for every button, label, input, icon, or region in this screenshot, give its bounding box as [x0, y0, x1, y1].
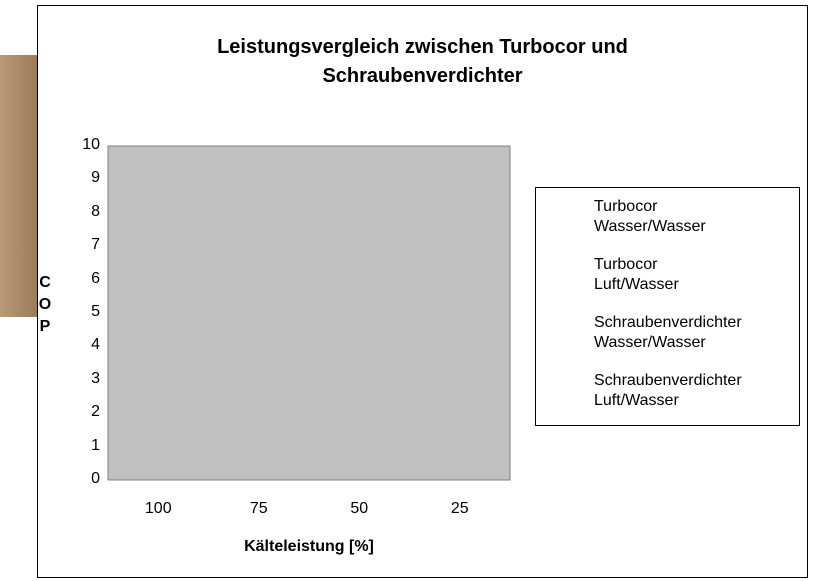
chart-title: Leistungsvergleich zwischen Turbocor und… — [37, 33, 808, 91]
page: Leistungsvergleich zwischen Turbocor und… — [0, 0, 813, 581]
y-tick-label: 1 — [60, 437, 100, 455]
x-axis-title: Kälteleistung [%] — [108, 538, 510, 556]
x-tick-label: 100 — [128, 500, 188, 518]
x-tick-label: 25 — [430, 500, 490, 518]
y-tick-label: 2 — [60, 403, 100, 421]
legend-label: Turbocor Luft/Wasser — [594, 255, 679, 295]
y-axis-title: COP — [38, 272, 52, 338]
plot-area — [108, 146, 510, 480]
y-tick-label: 9 — [60, 169, 100, 187]
x-tick-label: 50 — [329, 500, 389, 518]
legend-label: Turbocor Wasser/Wasser — [594, 197, 706, 237]
x-tick-label: 75 — [229, 500, 289, 518]
legend-label: Schraubenverdichter Luft/Wasser — [594, 371, 742, 411]
y-tick-label: 7 — [60, 236, 100, 254]
legend-label: Schraubenverdichter Wasser/Wasser — [594, 313, 742, 353]
y-tick-label: 0 — [60, 470, 100, 488]
y-tick-label: 5 — [60, 303, 100, 321]
y-tick-label: 3 — [60, 370, 100, 388]
y-tick-label: 10 — [60, 136, 100, 154]
y-tick-label: 8 — [60, 203, 100, 221]
y-tick-label: 6 — [60, 270, 100, 288]
background-photo — [0, 55, 38, 317]
y-tick-label: 4 — [60, 336, 100, 354]
